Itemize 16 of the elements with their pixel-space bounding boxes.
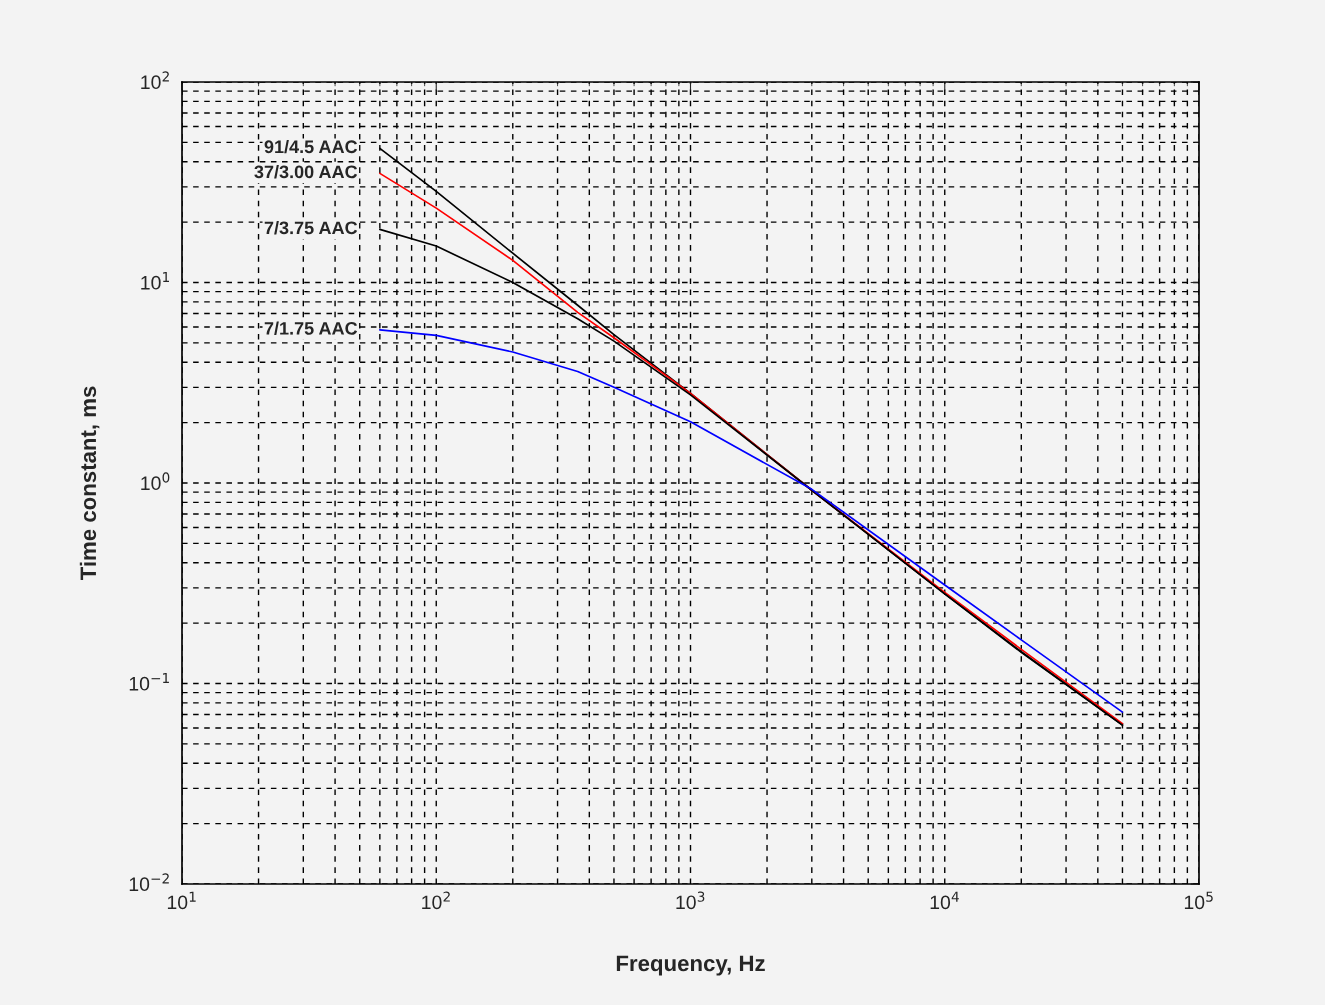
x-tick-label: 10$^{4}$: [930, 891, 959, 910]
series-label: 7/1.75 AAC: [264, 321, 358, 335]
x-tick-label: 10$^{5}$: [1184, 891, 1213, 910]
y-axis-title: Time constant, ms: [79, 386, 100, 581]
series-label: 7/3.75 AAC: [264, 220, 358, 235]
x-tick-label: 10$^{3}$: [676, 891, 705, 910]
x-tick-label: 10$^{2}$: [422, 891, 450, 910]
y-tick-label: 10$^{−1}$: [129, 673, 169, 691]
x-tick-label: 10$^{1}$: [167, 891, 196, 910]
series-label: 91/4.5 AAC: [264, 139, 358, 154]
y-tick-label: 10$^{−2}$: [129, 873, 169, 892]
series-label: 37/3.00 AAC: [254, 165, 358, 179]
x-axis-title: Frequency, Hz: [616, 955, 765, 976]
y-tick-label: 10$^{0}$: [141, 472, 170, 491]
y-tick-label: 10$^{2}$: [141, 71, 169, 90]
y-tick-label: 10$^{1}$: [141, 272, 169, 290]
